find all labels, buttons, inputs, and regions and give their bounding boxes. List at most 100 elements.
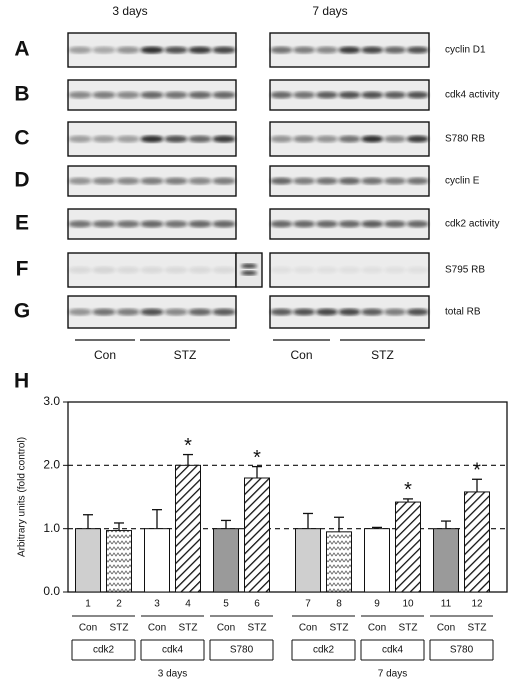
blot-band	[140, 46, 164, 54]
blot-band	[241, 263, 257, 269]
blot-band	[116, 266, 140, 274]
x-tick-label: 5	[223, 599, 229, 610]
blot-band	[293, 177, 315, 185]
blot-band	[140, 135, 164, 143]
significance-marker: *	[253, 447, 261, 469]
x-tick-label: 11	[441, 599, 452, 610]
blot-band	[116, 91, 140, 99]
blot-band	[212, 135, 236, 143]
x-tick-label: 10	[402, 599, 414, 610]
blot-band	[270, 46, 293, 54]
blot-band	[384, 91, 406, 99]
blot-band	[384, 46, 406, 54]
blot-band	[68, 220, 92, 228]
group-label: cdk4	[162, 645, 184, 656]
blot-band	[188, 308, 212, 316]
blot-band	[293, 266, 315, 274]
blot-band	[116, 135, 140, 143]
x-tick-label: 12	[471, 599, 483, 610]
bar	[464, 491, 490, 593]
blot-band	[293, 308, 315, 316]
blot-band	[361, 266, 384, 274]
blot-band	[92, 91, 116, 99]
blot-band	[164, 266, 188, 274]
blot-band	[293, 46, 315, 54]
blot-band	[164, 46, 188, 54]
blot-band	[270, 308, 293, 316]
blot-band	[164, 220, 188, 228]
blot-band	[315, 308, 338, 316]
blot-band	[92, 308, 116, 316]
blot-band	[338, 91, 361, 99]
treatment-label: Con	[217, 623, 235, 634]
blot-band	[406, 177, 429, 185]
panel-letter: G	[14, 300, 30, 323]
blot-band	[140, 266, 164, 274]
blot-band	[406, 46, 429, 54]
period-label: 7 days	[378, 669, 407, 680]
panel-letter: E	[15, 212, 29, 235]
treatment-label: Con	[79, 623, 97, 634]
significance-marker: *	[473, 460, 481, 482]
blot-band	[68, 177, 92, 185]
blot-band	[315, 46, 338, 54]
bar	[75, 528, 101, 593]
period-label: 3 days	[158, 669, 187, 680]
y-tick-label: 2.0	[43, 458, 60, 472]
blot-band	[384, 220, 406, 228]
blot-band	[212, 266, 236, 274]
bar	[106, 530, 132, 593]
blot-band	[270, 135, 293, 143]
blot-band	[361, 308, 384, 316]
y-tick-label: 0.0	[43, 584, 60, 598]
blot-band	[188, 135, 212, 143]
bar	[364, 528, 390, 593]
group-label: Con	[290, 348, 312, 362]
blot-band	[406, 308, 429, 316]
blot-band	[68, 266, 92, 274]
blot-band	[140, 308, 164, 316]
blot-band	[338, 308, 361, 316]
blot-band	[361, 46, 384, 54]
bar	[326, 531, 352, 593]
blot-band	[140, 177, 164, 185]
treatment-label: STZ	[179, 623, 198, 634]
blot-band	[361, 91, 384, 99]
significance-marker: *	[184, 435, 192, 457]
bar	[395, 501, 421, 593]
blot-band	[293, 220, 315, 228]
blot-band	[116, 177, 140, 185]
blot-band	[361, 220, 384, 228]
blot-band	[68, 46, 92, 54]
blot-band	[338, 46, 361, 54]
blot-band	[92, 266, 116, 274]
blot-band	[361, 177, 384, 185]
blot-band	[164, 177, 188, 185]
blot-band	[92, 135, 116, 143]
blot-band	[270, 220, 293, 228]
group-label: S780	[230, 645, 254, 656]
blot-band	[188, 220, 212, 228]
blot-band	[384, 135, 406, 143]
panel-letter: D	[14, 169, 29, 192]
blot-band	[140, 220, 164, 228]
bar-chart: H Arbitrary units (fold control) 0.0 1.0 2.0…	[14, 370, 508, 680]
blot-band	[140, 91, 164, 99]
x-tick-label: 2	[116, 599, 122, 610]
blot-band	[116, 308, 140, 316]
blot-band	[212, 177, 236, 185]
x-tick-label: 1	[85, 599, 91, 610]
blot-band	[406, 91, 429, 99]
group-label: STZ	[174, 348, 197, 362]
blot-band	[338, 177, 361, 185]
blot-band	[406, 135, 429, 143]
blot-band	[68, 135, 92, 143]
treatment-label: STZ	[330, 623, 349, 634]
group-label: S780	[450, 645, 474, 656]
blot-band	[315, 220, 338, 228]
y-tick-label: 1.0	[43, 521, 60, 535]
blot-band	[270, 266, 293, 274]
blot-label: S780 RB	[445, 134, 485, 145]
panel-letter: C	[14, 127, 29, 150]
